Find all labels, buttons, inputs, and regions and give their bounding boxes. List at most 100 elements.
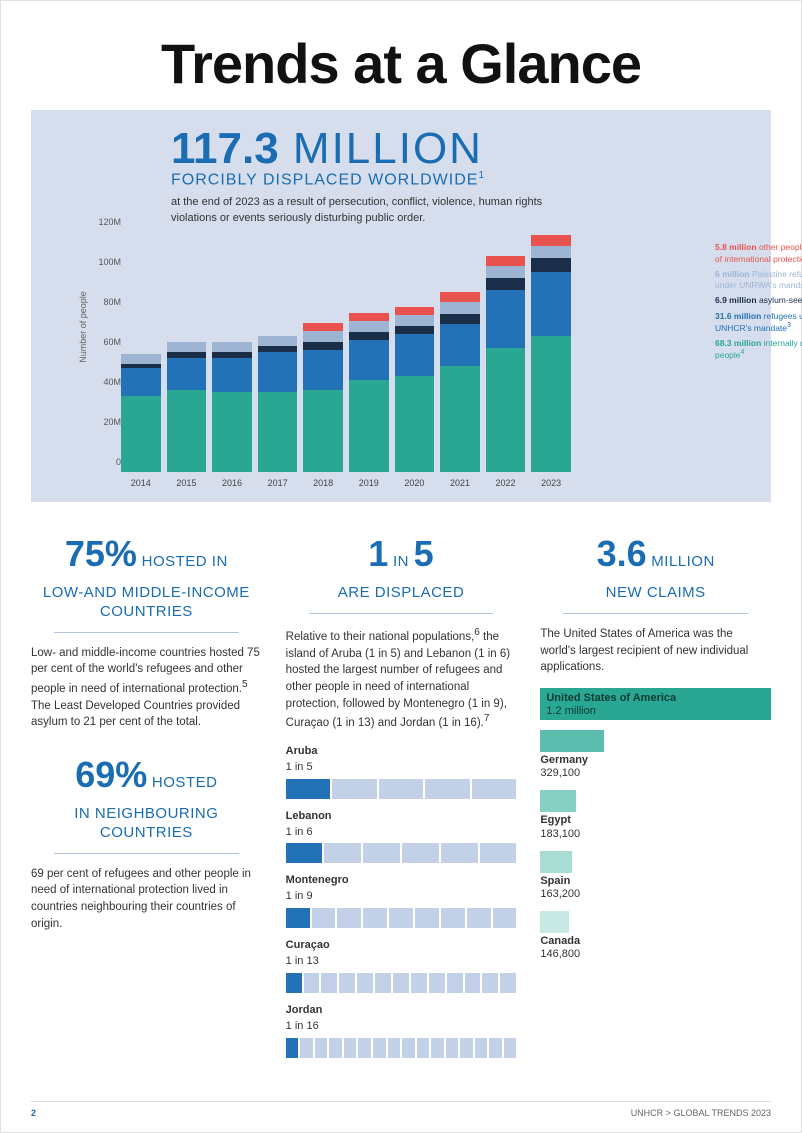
bar-segment-unrwa [167,342,207,352]
x-tick: 2022 [486,478,526,488]
ratio-row-lebanon: Lebanon1 in 6 [286,809,517,864]
claims-row-3: Spain163,200 [540,851,771,901]
headline-description: at the end of 2023 as a result of persec… [171,195,591,226]
bar-segment-idp [121,396,161,472]
bar-2016: 2016 [212,232,252,472]
claims-row-0: United States of America1.2 million [540,688,771,720]
stat-75pct: 75% [65,533,137,574]
bar-segment-other [303,323,343,331]
legend-item-other: 5.8 million other people in need of inte… [715,242,802,264]
para-new-claims: The United States of America was the wor… [540,626,771,676]
ratio-row-montenegro: Montenegro1 in 9 [286,873,517,928]
x-tick: 2017 [258,478,298,488]
x-tick: 2018 [303,478,343,488]
ratio-row-aruba: Aruba1 in 5 [286,744,517,799]
bar-segment-asylum [531,258,571,272]
bar-segment-refugees [121,368,161,396]
bar-segment-unrwa [349,321,389,332]
bar-segment-unrwa [440,302,480,314]
bar-segment-idp [167,390,207,472]
bar-segment-refugees [440,324,480,366]
bar-segment-unrwa [121,354,161,364]
bar-segment-other [486,256,526,266]
claims-row-1: Germany329,100 [540,730,771,780]
ratio-row-curaçao: Curaçao1 in 13 [286,938,517,993]
page-number: 2 [31,1108,36,1118]
para-neighbouring: 69 per cent of refugees and other people… [31,866,262,933]
page-title: Trends at a Glance [31,31,771,96]
bar-segment-other [349,313,389,321]
bar-segment-idp [212,392,252,472]
legend-item-idp: 68.3 million internally displaced people… [715,338,802,360]
chart-legend: 5.8 million other people in need of inte… [715,242,802,365]
x-tick: 2023 [531,478,571,488]
para-low-middle-income: Low- and middle-income countries hosted … [31,645,262,731]
bar-2022: 2022 [486,232,526,472]
column-displaced-ratio: 1 IN 5 ARE DISPLACED Relative to their n… [286,528,517,1068]
claims-row-4: Canada146,800 [540,911,771,961]
bar-segment-refugees [212,358,252,392]
bar-2019: 2019 [349,232,389,472]
bar-segment-unrwa [303,331,343,342]
bar-segment-idp [258,392,298,472]
y-tick: 80M [103,297,121,307]
x-tick: 2014 [121,478,161,488]
headline-unit: MILLION [279,124,483,173]
headline-subhead: FORCIBLY DISPLACED WORLDWIDE1 [171,170,711,189]
y-tick: 40M [103,377,121,387]
bar-segment-idp [303,390,343,472]
bar-segment-idp [531,336,571,472]
x-tick: 2021 [440,478,480,488]
bar-segment-unrwa [531,246,571,258]
bar-segment-unrwa [212,342,252,352]
stat-3-6m: 3.6 [597,533,647,574]
bar-segment-refugees [303,350,343,390]
bar-segment-asylum [349,332,389,340]
bar-segment-unrwa [486,266,526,278]
x-tick: 2015 [167,478,207,488]
bar-segment-unrwa [395,315,435,326]
bar-segment-idp [395,376,435,472]
stacked-bar-chart: Number of people 020M40M60M80M100M120M 2… [91,232,711,502]
y-tick: 60M [103,337,121,347]
y-tick: 100M [98,257,121,267]
legend-item-asylum: 6.9 million asylum-seekers [715,295,802,306]
stat-69pct: 69% [75,754,147,795]
y-tick: 120M [98,217,121,227]
bar-segment-asylum [303,342,343,350]
headline-banner: 117.3 MILLION FORCIBLY DISPLACED WORLDWI… [31,110,771,502]
x-tick: 2016 [212,478,252,488]
headline-number: 117.3 [171,124,279,173]
footer-source: UNHCR > GLOBAL TRENDS 2023 [631,1108,771,1118]
bar-segment-other [440,292,480,302]
legend-item-unrwa: 6 million Palestine refugees under UNRWA… [715,269,802,290]
bar-2015: 2015 [167,232,207,472]
bar-segment-refugees [349,340,389,380]
column-hosted: 75% HOSTED IN LOW-AND MIDDLE-INCOME COUN… [31,528,262,1068]
bar-segment-asylum [440,314,480,324]
x-tick: 2019 [349,478,389,488]
bar-segment-refugees [395,334,435,376]
bar-2014: 2014 [121,232,161,472]
bar-2023: 2023 [531,232,571,472]
x-tick: 2020 [395,478,435,488]
bar-segment-unrwa [258,336,298,346]
bar-segment-refugees [531,272,571,336]
bar-segment-other [395,307,435,315]
bar-segment-idp [486,348,526,472]
bar-2020: 2020 [395,232,435,472]
bar-2018: 2018 [303,232,343,472]
para-relative-populations: Relative to their national populations,6… [286,626,517,732]
bar-segment-refugees [258,352,298,392]
column-new-claims: 3.6 MILLION NEW CLAIMS The United States… [540,528,771,1068]
bar-segment-idp [440,366,480,472]
bar-2017: 2017 [258,232,298,472]
bar-segment-refugees [486,290,526,348]
ratio-row-jordan: Jordan1 in 16 [286,1003,517,1058]
bar-segment-idp [349,380,389,472]
y-tick: 20M [103,417,121,427]
legend-item-refugees: 31.6 million refugees under UNHCR's mand… [715,311,802,333]
bar-2021: 2021 [440,232,480,472]
page-footer: 2 UNHCR > GLOBAL TRENDS 2023 [31,1101,771,1118]
bar-segment-asylum [395,326,435,334]
